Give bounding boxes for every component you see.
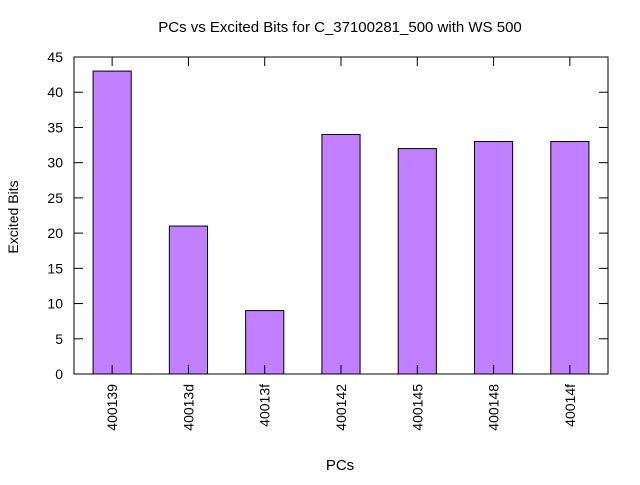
y-tick-label: 40 bbox=[47, 84, 63, 100]
y-tick-label: 0 bbox=[55, 366, 63, 382]
y-tick-label: 20 bbox=[47, 225, 63, 241]
y-tick-label: 10 bbox=[47, 296, 63, 312]
bar-400142 bbox=[321, 133, 361, 375]
x-tick-label: 40014f bbox=[562, 384, 578, 427]
x-tick-label: 400145 bbox=[409, 384, 425, 431]
x-tick-label: 400139 bbox=[104, 384, 120, 431]
bar-400139 bbox=[92, 70, 132, 375]
y-tick-label: 25 bbox=[47, 190, 63, 206]
y-tick-label: 15 bbox=[47, 260, 63, 276]
bar-40014f bbox=[550, 141, 590, 375]
y-tick-label: 5 bbox=[55, 331, 63, 347]
x-tick-label: 400142 bbox=[333, 384, 349, 431]
x-tick-label: 400148 bbox=[486, 384, 502, 431]
y-axis-label: Excited Bits bbox=[5, 180, 21, 253]
bar-40013f bbox=[245, 310, 285, 375]
y-tick-label: 35 bbox=[47, 119, 63, 135]
x-tick-label: 40013f bbox=[257, 384, 273, 427]
bars-layer bbox=[92, 70, 590, 375]
y-tick-label: 45 bbox=[47, 49, 63, 65]
x-tick-label: 40013d bbox=[180, 384, 196, 431]
bar-40013d bbox=[168, 225, 209, 375]
x-axis-label: PCs bbox=[326, 457, 354, 474]
y-tick-label: 30 bbox=[47, 155, 63, 171]
axes-layer: 0 5 10 15 20 25 30 35 40 45 400139 40013d 40013f 4001… bbox=[47, 49, 609, 431]
bar-400148 bbox=[474, 141, 514, 375]
chart-title: PCs vs Excited Bits for C_37100281_500 w… bbox=[158, 19, 522, 36]
bar-400145 bbox=[397, 148, 437, 375]
